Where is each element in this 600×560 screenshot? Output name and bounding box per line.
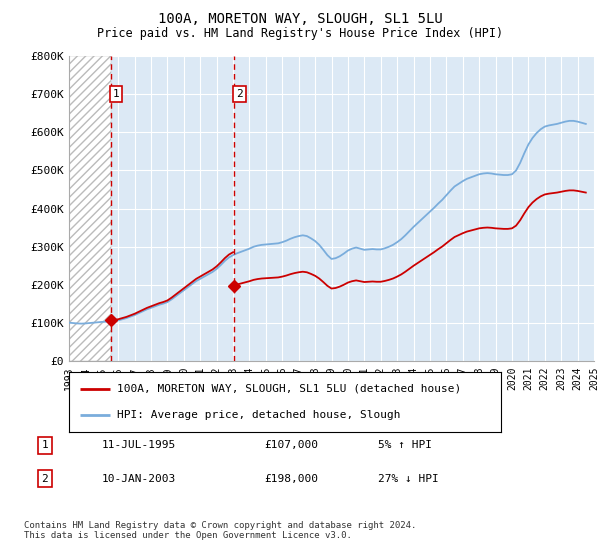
Text: £198,000: £198,000	[264, 474, 318, 484]
Text: 27% ↓ HPI: 27% ↓ HPI	[378, 474, 439, 484]
Text: 100A, MORETON WAY, SLOUGH, SL1 5LU (detached house): 100A, MORETON WAY, SLOUGH, SL1 5LU (deta…	[116, 384, 461, 394]
Text: 2: 2	[236, 89, 243, 99]
Text: HPI: Average price, detached house, Slough: HPI: Average price, detached house, Slou…	[116, 410, 400, 421]
Text: 100A, MORETON WAY, SLOUGH, SL1 5LU: 100A, MORETON WAY, SLOUGH, SL1 5LU	[158, 12, 442, 26]
Text: Contains HM Land Registry data © Crown copyright and database right 2024.
This d: Contains HM Land Registry data © Crown c…	[24, 521, 416, 540]
Text: 5% ↑ HPI: 5% ↑ HPI	[378, 440, 432, 450]
Text: £107,000: £107,000	[264, 440, 318, 450]
Text: 10-JAN-2003: 10-JAN-2003	[102, 474, 176, 484]
Bar	[69, 56, 110, 361]
Text: Price paid vs. HM Land Registry's House Price Index (HPI): Price paid vs. HM Land Registry's House …	[97, 27, 503, 40]
Text: 1: 1	[41, 440, 49, 450]
Text: 2: 2	[41, 474, 49, 484]
Text: 11-JUL-1995: 11-JUL-1995	[102, 440, 176, 450]
Text: 1: 1	[113, 89, 120, 99]
Bar	[69, 56, 110, 361]
